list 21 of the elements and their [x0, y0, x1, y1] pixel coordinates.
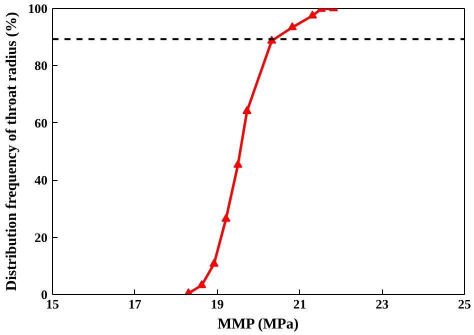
point — [221, 214, 230, 222]
y-tick-label: 60 — [34, 115, 48, 130]
y-tick-label: 80 — [34, 58, 48, 74]
x-tick-label: 15 — [46, 296, 60, 312]
y-tick-label: 40 — [34, 172, 48, 188]
y-tick-label: 20 — [34, 230, 48, 245]
point — [308, 10, 317, 18]
x-tick-label: 23 — [376, 296, 390, 312]
x-axis-title: MMP (MPa) — [217, 316, 299, 332]
y-axis-title: Distribution frequency of throat radius (%) — [4, 12, 20, 292]
point — [210, 258, 219, 267]
x-tick-label: 19 — [210, 296, 224, 312]
point — [233, 160, 242, 168]
y-tick-label: 0 — [41, 287, 48, 302]
y-tick-label: 100 — [28, 1, 48, 16]
point — [197, 280, 206, 288]
x-tick-label: 25 — [458, 296, 472, 312]
point — [288, 22, 297, 30]
x-tick-label: 17 — [128, 296, 142, 312]
x-tick-label: 21 — [293, 296, 306, 312]
point — [242, 106, 252, 114]
